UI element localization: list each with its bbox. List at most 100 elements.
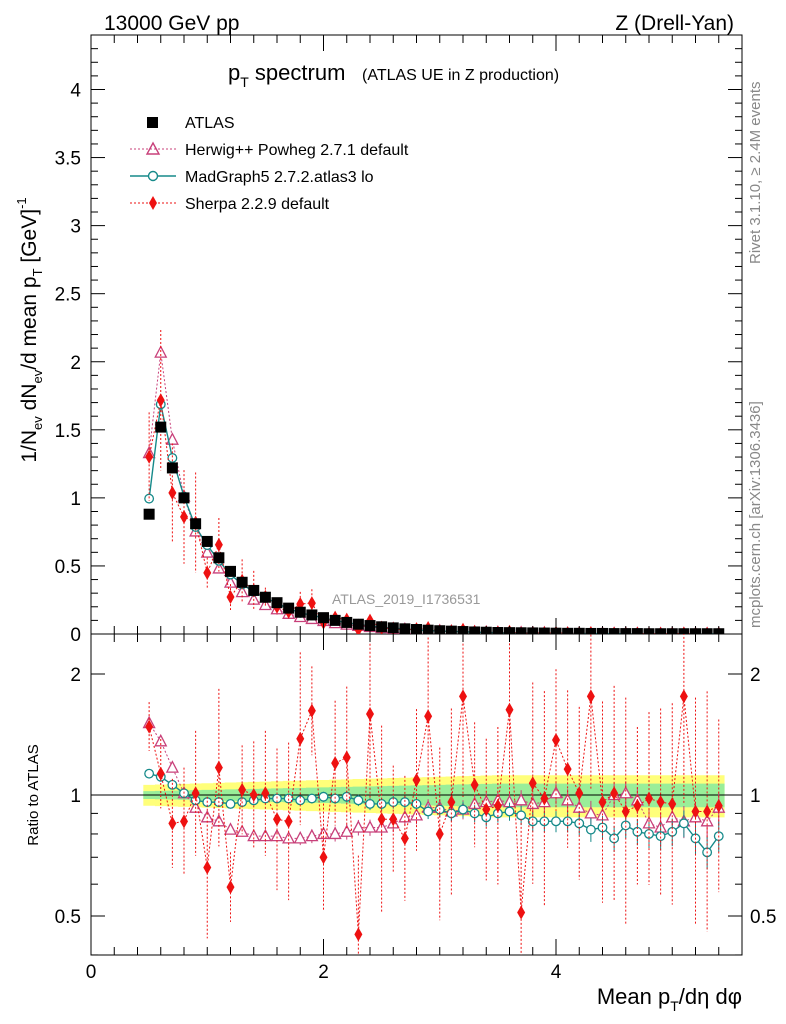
sherpa-ratio-point (586, 689, 595, 704)
legend-marker-atlas (147, 117, 158, 128)
sherpa-ratio-point (296, 731, 305, 746)
atlas-data-point (155, 421, 167, 433)
sherpa-ratio-point (482, 802, 491, 817)
sherpa-ratio-point (261, 786, 270, 801)
atlas-data-point (259, 591, 271, 603)
sherpa-ratio-point (447, 795, 456, 810)
atlas-data-point (341, 616, 353, 628)
sherpa-ratio-point (238, 782, 247, 797)
legend-label-sherpa: Sherpa 2.2.9 default (185, 196, 330, 213)
sherpa-ratio-point (633, 798, 642, 813)
madgraph-ratio-point (678, 818, 689, 829)
atlas-data-point (329, 614, 341, 626)
herwig-ratio-point (270, 828, 284, 842)
sherpa-ratio-point (191, 786, 200, 801)
atlas-data-point (445, 625, 457, 634)
atlas-data-point (248, 584, 260, 596)
sherpa-ratio-point (307, 703, 316, 718)
sherpa-ratio-point (517, 905, 526, 920)
herwig-ratio-point (223, 822, 238, 835)
sherpa-ratio-point (354, 927, 363, 942)
legend: ATLAS Herwig++ Powheg 2.7.1 default MadG… (130, 115, 409, 213)
herwig-ratio-point (514, 792, 528, 806)
sherpa-ratio-point (552, 733, 560, 748)
madgraph-main-point (167, 453, 178, 463)
legend-marker-sherpa (149, 196, 157, 210)
sherpa-ratio-point (226, 880, 235, 895)
sherpa-ratio-point (249, 788, 258, 802)
sherpa-ratio-point (180, 814, 188, 829)
ratio-panel-series (142, 634, 726, 955)
main-y-tick-label: 0.5 (55, 557, 81, 578)
sherpa-ratio-point (703, 804, 712, 819)
sherpa-ratio-point (563, 762, 572, 777)
ratio-y-tick-label-right: 1 (750, 786, 761, 807)
atlas-data-point (678, 628, 690, 634)
atlas-data-point (271, 597, 283, 609)
sherpa-ratio-point (598, 795, 607, 810)
sherpa-ratio-point (284, 814, 293, 829)
legend-label-atlas: ATLAS (185, 115, 235, 132)
atlas-data-point (225, 565, 236, 577)
sherpa-ratio-point (168, 816, 177, 831)
sherpa-main-point (156, 393, 165, 408)
legend-label-madgraph: MadGraph5 2.7.2.atlas3 lo (185, 169, 374, 186)
sherpa-ratio-point (424, 709, 433, 724)
sherpa-ratio-point (575, 786, 584, 801)
ratio-y-tick-label-right: 0.5 (750, 907, 776, 928)
atlas-data-point (213, 552, 225, 564)
atlas-data-point (294, 606, 306, 618)
header-energy: 13000 GeV pp (104, 12, 239, 35)
atlas-data-point (701, 628, 713, 634)
sherpa-ratio-point (668, 796, 677, 811)
ratio-y-tick-label-right: 2 (750, 665, 761, 686)
sherpa-main-point (180, 509, 188, 524)
sherpa-ratio-point (505, 702, 514, 717)
madgraph-ratio-point (516, 810, 527, 821)
herwig-ratio-point (328, 826, 342, 840)
herwig-ratio-point (305, 828, 319, 842)
x-tick-label: 2 (318, 962, 329, 983)
madgraph-ratio-point (562, 816, 573, 827)
atlas-data-point (166, 462, 178, 474)
madgraph-ratio-point (365, 799, 375, 809)
sherpa-ratio-point (459, 689, 467, 704)
madgraph-ratio-point (458, 804, 468, 815)
madgraph-ratio-point (585, 824, 596, 835)
x-tick-label: 0 (86, 962, 97, 983)
madgraph-ratio-point (469, 808, 480, 819)
main-y-tick-label: 2.5 (55, 285, 81, 306)
atlas-data-point (143, 508, 155, 520)
plot-subtitle: (ATLAS UE in Z production) (362, 67, 559, 84)
atlas-data-point (318, 612, 329, 624)
atlas-data-point (201, 535, 213, 547)
herwig-ratio-point (584, 805, 598, 819)
madgraph-ratio-point (306, 793, 317, 804)
sherpa-ratio-point (470, 777, 479, 792)
atlas-data-point (399, 623, 411, 634)
sherpa-main-point (307, 596, 316, 611)
main-y-tick-label: 1.5 (55, 421, 81, 442)
sherpa-main-point (145, 449, 154, 464)
x-axis-title: Mean pT/dη dφ (597, 984, 742, 1014)
sherpa-main-point (214, 537, 223, 552)
legend-marker-madgraph (147, 170, 159, 182)
y-axis-title-main: 1/Nev dNev/d mean pT [GeV]-1 (14, 197, 45, 462)
ratio-y-tick-label-left: 0.5 (55, 907, 81, 928)
sherpa-ratio-point (540, 791, 549, 806)
atlas-data-point (306, 609, 318, 621)
main-y-tick-label: 4 (70, 81, 81, 102)
madgraph-main-point (144, 493, 155, 504)
plot-title: pT spectrum (228, 60, 345, 90)
atlas-data-point (538, 627, 550, 634)
herwig-ratio-point (247, 828, 261, 842)
sherpa-ratio-point (528, 776, 537, 791)
atlas-data-point (469, 626, 481, 634)
herwig-ratio-point (293, 830, 307, 844)
main-y-tick-label: 1 (70, 489, 81, 510)
main-y-tick-label: 3 (70, 217, 81, 238)
herwig-ratio-point (351, 820, 365, 833)
madgraph-ratio-point (318, 791, 329, 802)
sherpa-ratio-point (156, 766, 165, 781)
